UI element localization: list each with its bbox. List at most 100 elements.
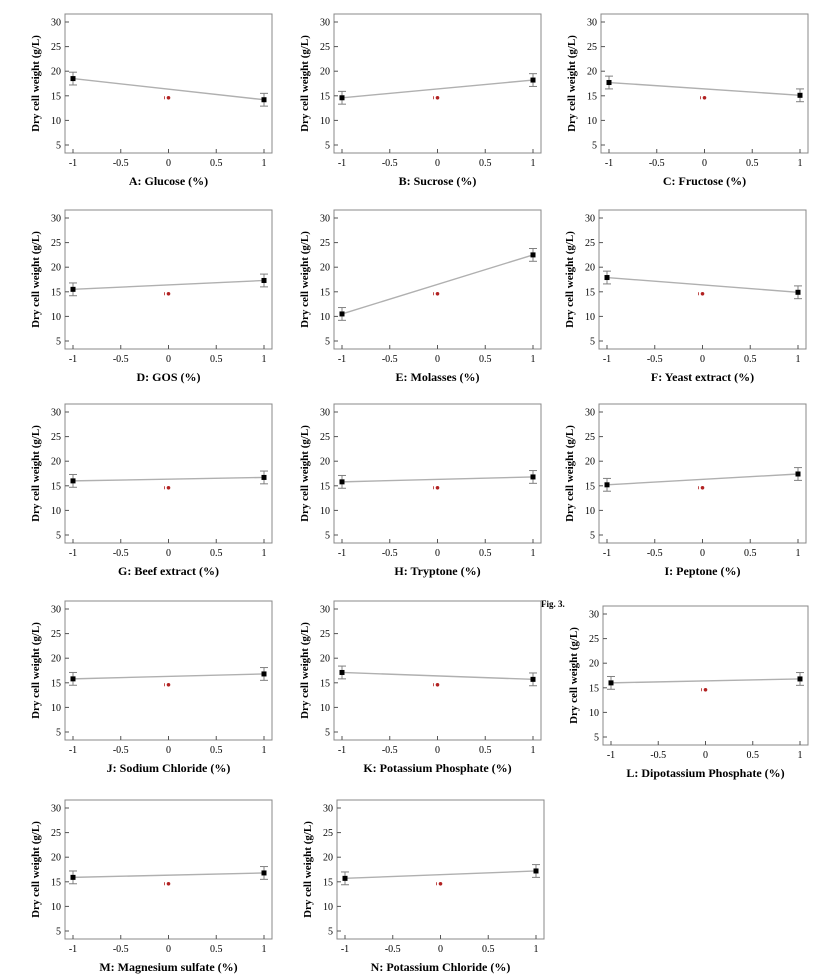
- x-tick-label: -1: [603, 354, 611, 365]
- data-point: [339, 311, 345, 317]
- x-axis-label: I: Peptone (%): [665, 564, 741, 578]
- y-tick-label: 5: [56, 337, 61, 348]
- trend-line: [341, 671, 534, 681]
- x-tick-label: 0: [166, 745, 171, 756]
- chart-panel-l: 5 10 15 20 25 30 -1 -0.5 0 0.5 1 L: Dipotassium Pho…: [568, 605, 809, 780]
- x-tick-label: 0: [166, 548, 171, 559]
- data-point: [797, 92, 803, 98]
- y-axis-label: Dry cell weight (g/L): [564, 425, 576, 522]
- center-point: [438, 881, 443, 886]
- y-tick-label: 5: [325, 337, 330, 348]
- y-tick-label: 30: [51, 214, 61, 225]
- y-tick-label: 25: [320, 42, 330, 53]
- y-tick-label: 10: [51, 116, 61, 127]
- y-tick-label: 15: [51, 481, 61, 492]
- data-point: [261, 870, 267, 876]
- x-axis-label: C: Fructose (%): [663, 174, 746, 188]
- x-tick-label: 1: [534, 944, 539, 955]
- x-tick-label: 0.5: [479, 548, 492, 559]
- x-tick-label: -0.5: [113, 354, 129, 365]
- y-tick-label: 10: [585, 506, 595, 517]
- y-tick-label: 20: [51, 457, 61, 468]
- y-tick-label: 20: [323, 853, 333, 864]
- x-tick-label: 0: [700, 354, 705, 365]
- data-point: [261, 671, 267, 677]
- x-axis-label: D: GOS (%): [137, 370, 201, 384]
- y-tick-label: 10: [323, 902, 333, 913]
- trend-line: [72, 279, 265, 291]
- x-tick-label: 0: [700, 548, 705, 559]
- data-point: [70, 478, 76, 484]
- y-tick-label: 10: [320, 703, 330, 714]
- y-tick-label: 30: [320, 214, 330, 225]
- trend-line: [608, 81, 801, 97]
- y-tick-label: 25: [51, 42, 61, 53]
- y-tick-label: 20: [320, 654, 330, 665]
- x-axis-label: J: Sodium Chloride (%): [107, 761, 231, 775]
- y-tick-label: 20: [51, 654, 61, 665]
- data-point: [533, 868, 539, 874]
- y-tick-label: 30: [323, 804, 333, 815]
- trend-line: [341, 476, 534, 483]
- x-tick-label: 0.5: [210, 944, 223, 955]
- y-tick-label: 15: [320, 287, 330, 298]
- x-tick-label: -0.5: [113, 158, 129, 169]
- y-tick-label: 5: [325, 728, 330, 739]
- y-tick-label: 30: [51, 408, 61, 419]
- x-tick-label: 1: [262, 158, 267, 169]
- y-tick-label: 20: [51, 67, 61, 78]
- x-tick-label: -1: [607, 750, 615, 761]
- center-point: [166, 291, 171, 296]
- y-tick-label: 30: [585, 408, 595, 419]
- plot-frame: [64, 403, 273, 544]
- center-point: [700, 485, 705, 490]
- center-point: [703, 687, 708, 692]
- plot-frame: [64, 600, 273, 741]
- x-tick-label: 1: [796, 548, 801, 559]
- x-axis-label: A: Glucose (%): [129, 174, 208, 188]
- plot-frame: [64, 209, 273, 350]
- x-tick-label: 1: [798, 158, 803, 169]
- plot-frame: [598, 403, 807, 544]
- y-tick-label: 5: [56, 927, 61, 938]
- x-tick-label: 1: [531, 354, 536, 365]
- y-tick-label: 20: [51, 853, 61, 864]
- data-point: [530, 77, 536, 83]
- x-tick-label: 0.5: [479, 158, 492, 169]
- y-axis-label: Dry cell weight (g/L): [299, 425, 311, 522]
- y-tick-label: 20: [51, 263, 61, 274]
- y-axis-label: Dry cell weight (g/L): [30, 35, 42, 132]
- y-tick-label: 10: [589, 708, 599, 719]
- center-point: [166, 95, 171, 100]
- y-tick-label: 25: [585, 238, 595, 249]
- y-tick-label: 15: [320, 678, 330, 689]
- y-tick-label: 15: [585, 481, 595, 492]
- data-point: [339, 479, 345, 485]
- data-point: [530, 474, 536, 480]
- y-tick-label: 25: [587, 42, 597, 53]
- trend-line: [606, 276, 799, 293]
- y-tick-label: 30: [589, 610, 599, 621]
- x-tick-label: 0.5: [747, 750, 760, 761]
- data-point: [339, 95, 345, 101]
- y-tick-label: 20: [585, 263, 595, 274]
- x-tick-label: 1: [262, 745, 267, 756]
- y-tick-label: 30: [320, 605, 330, 616]
- data-point: [70, 874, 76, 880]
- x-tick-label: -0.5: [647, 354, 663, 365]
- x-tick-label: -1: [341, 944, 349, 955]
- x-tick-label: 0: [702, 158, 707, 169]
- y-tick-label: 10: [51, 902, 61, 913]
- chart-panel-b: 5 10 15 20 25 30 -1 -0.5 0 0.5 1 B: Sucrose (%) Dry …: [299, 13, 542, 188]
- x-tick-label: 0.5: [744, 548, 757, 559]
- x-tick-label: 1: [531, 745, 536, 756]
- x-tick-label: 0: [435, 745, 440, 756]
- x-tick-label: -1: [605, 158, 613, 169]
- chart-panel-e: 5 10 15 20 25 30 -1 -0.5 0 0.5 1 E: Molasses (%) Dry…: [299, 209, 542, 384]
- chart-panel-k: 5 10 15 20 25 30 -1 -0.5 0 0.5 1 K: Potassium Phosp…: [299, 600, 542, 775]
- x-tick-label: -1: [338, 354, 346, 365]
- y-tick-label: 15: [51, 678, 61, 689]
- y-tick-label: 20: [585, 457, 595, 468]
- data-point: [261, 474, 267, 480]
